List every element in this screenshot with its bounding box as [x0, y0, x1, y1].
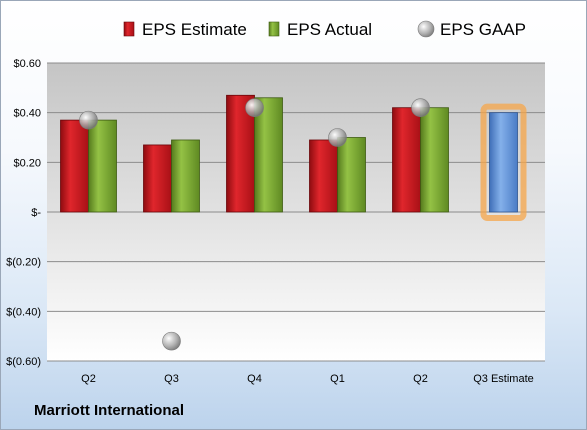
x-tick-label: Q2 — [413, 373, 428, 385]
bar-q3-estimate — [489, 112, 518, 213]
y-tick-label: $(0.20) — [6, 257, 41, 269]
legend-swatch — [268, 21, 280, 37]
x-tick-label: Q3 Estimate — [473, 373, 534, 385]
y-axis: $0.60 $0.40 $0.20 $- $(0.20) $(0.40) $(0.60) — [6, 58, 41, 368]
marker-eps-gaap — [162, 331, 181, 351]
bar-eps-actual — [420, 107, 449, 213]
x-tick-label: Q4 — [247, 373, 262, 385]
marker-eps-gaap — [411, 98, 430, 117]
y-tick-label: $- — [31, 207, 41, 219]
gridlines — [47, 62, 545, 362]
bar-eps-estimate — [309, 139, 338, 213]
x-tick-label: Q3 — [164, 373, 179, 385]
y-tick-label: $0.20 — [13, 157, 41, 169]
y-tick-label: $(0.60) — [6, 356, 41, 368]
bars — [60, 94, 527, 221]
legend: EPS Estimate EPS Actual EPS GAAP — [123, 20, 526, 39]
bar-eps-actual — [337, 137, 366, 213]
marker-eps-gaap — [328, 128, 347, 147]
x-tick-label: Q1 — [330, 373, 345, 385]
legend-swatch — [123, 21, 135, 37]
bar-eps-actual — [171, 139, 200, 213]
legend-label: EPS GAAP — [440, 20, 526, 39]
legend-label: EPS Estimate — [142, 20, 247, 39]
bar-eps-actual — [254, 97, 283, 213]
bar-eps-estimate — [143, 144, 172, 213]
x-tick-label: Q2 — [81, 373, 96, 385]
company-name: Marriott International — [34, 402, 185, 419]
y-tick-label: $(0.40) — [6, 306, 41, 318]
bar-eps-estimate — [392, 107, 421, 213]
legend-swatch — [417, 20, 435, 38]
gaap-markers — [79, 98, 430, 351]
marker-eps-gaap — [79, 110, 98, 130]
legend-label: EPS Actual — [287, 20, 372, 39]
marker-eps-gaap — [245, 98, 264, 117]
bar-eps-estimate — [60, 119, 89, 213]
x-axis: Q2 Q3 Q4 Q1 Q2 Q3 Estimate — [81, 373, 534, 385]
estimate-highlight — [480, 103, 527, 221]
bar-eps-actual — [88, 119, 117, 213]
y-tick-label: $0.40 — [13, 108, 41, 120]
y-tick-label: $0.60 — [13, 58, 41, 70]
